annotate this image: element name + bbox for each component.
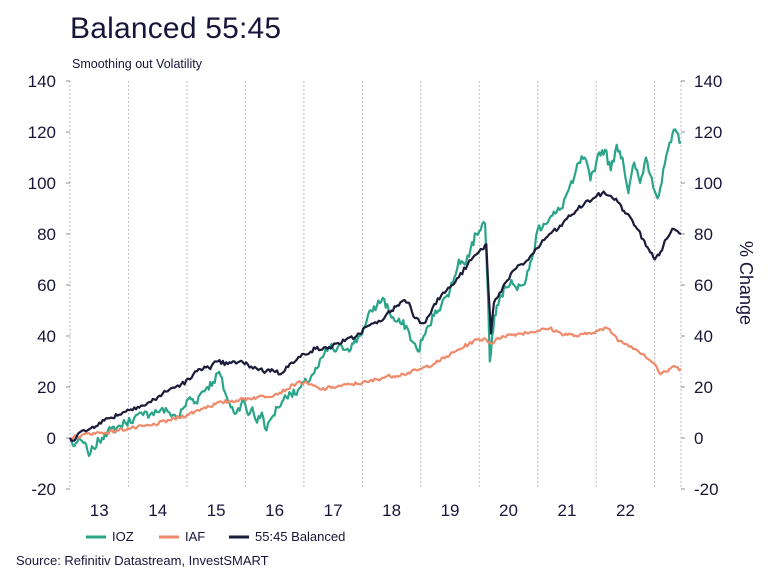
x-tick-label: 19	[441, 501, 460, 520]
y-tick-label-left: 140	[28, 72, 56, 91]
source-note: Source: Refinitiv Datastream, InvestSMAR…	[16, 553, 269, 568]
x-tick-label: 13	[90, 501, 109, 520]
y-tick-label-right: 120	[694, 123, 722, 142]
y-tick-label-left: 120	[28, 123, 56, 142]
x-tick-label: 18	[382, 501, 401, 520]
x-tick-label: 22	[616, 501, 635, 520]
y-tick-label-right: 100	[694, 174, 722, 193]
y-tick-label-right: 0	[694, 429, 703, 448]
legend-label: IOZ	[112, 529, 134, 544]
series-line-ioz	[69, 128, 682, 457]
series-line-iaf	[69, 326, 682, 440]
y-tick-label-left: 60	[37, 276, 56, 295]
grid-layer	[127, 81, 656, 489]
series-line-55-45-balanced	[69, 190, 682, 442]
x-tick-label: 20	[499, 501, 518, 520]
series-layer	[69, 128, 682, 457]
y-tick-label-right: 60	[694, 276, 713, 295]
x-tick-label: 17	[324, 501, 343, 520]
y-tick-label-left: 0	[47, 429, 56, 448]
legend-label: IAF	[185, 529, 205, 544]
x-tick-label: 16	[265, 501, 284, 520]
label-layer: -20 -20 0 0 20 20 40 40 60 60 80 80 100 100 120 120 140 1…	[28, 72, 723, 520]
y-tick-label-right: 40	[694, 327, 713, 346]
y-tick-label-right: -20	[694, 480, 719, 499]
x-tick-label: 14	[148, 501, 167, 520]
y-tick-label-left: 100	[28, 174, 56, 193]
y-axis-label-right: % Change	[736, 241, 756, 325]
axis-layer	[66, 80, 685, 490]
x-tick-label: 21	[558, 501, 577, 520]
y-tick-label-left: 20	[37, 378, 56, 397]
legend-label: 55:45 Balanced	[255, 529, 345, 544]
y-tick-label-left: 40	[37, 327, 56, 346]
y-tick-label-right: 20	[694, 378, 713, 397]
y-tick-label-right: 80	[694, 225, 713, 244]
chart-title: Balanced 55:45	[70, 12, 282, 45]
chart-subtitle: Smoothing out Volatility	[72, 57, 202, 71]
y-tick-label-right: 140	[694, 72, 722, 91]
x-tick-label: 15	[207, 501, 226, 520]
y-tick-label-left: -20	[31, 480, 56, 499]
y-tick-label-left: 80	[37, 225, 56, 244]
legend: IOZ IAF 55:45 Balanced	[86, 529, 345, 544]
